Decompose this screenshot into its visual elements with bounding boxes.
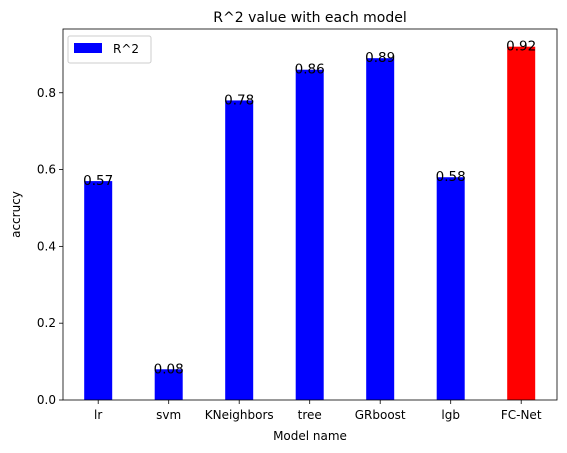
x-tick-label: KNeighbors xyxy=(205,408,274,422)
y-tick-label: 0.2 xyxy=(37,316,56,330)
data-label-fc-net: 0.92 xyxy=(506,39,536,55)
y-axis-label: accrucy xyxy=(9,191,23,238)
x-axis-label: Model name xyxy=(273,429,347,443)
y-tick-label: 0.0 xyxy=(37,393,56,407)
legend: R^2 xyxy=(67,35,152,64)
legend-label: R^2 xyxy=(113,42,139,56)
bar-kneighbors xyxy=(225,100,254,400)
bar-lr xyxy=(84,181,113,400)
legend-swatch xyxy=(74,43,102,53)
y-tick-label: 0.8 xyxy=(37,86,56,100)
y-axis-ticks: 0.0 0.2 0.4 0.6 0.8 xyxy=(37,86,63,407)
x-tick-label: tree xyxy=(298,408,322,422)
data-label-grboost: 0.89 xyxy=(365,50,395,66)
data-label-lr: 0.57 xyxy=(83,173,113,189)
data-label-svm: 0.08 xyxy=(154,361,184,377)
data-label-lgb: 0.58 xyxy=(436,169,466,185)
x-tick-label: lr xyxy=(94,408,102,422)
data-label-tree: 0.86 xyxy=(295,62,325,78)
bar-lgb xyxy=(436,177,465,400)
y-tick-label: 0.6 xyxy=(37,163,56,177)
bars-group xyxy=(84,46,536,401)
data-label-kneighbors: 0.78 xyxy=(224,92,254,108)
x-axis-ticks: lr svm KNeighbors tree GRboost lgb FC-Net xyxy=(94,400,542,422)
x-tick-label: FC-Net xyxy=(501,408,542,422)
bar-svm xyxy=(154,369,183,400)
bar-tree xyxy=(295,69,324,400)
y-tick-label: 0.4 xyxy=(37,239,56,253)
bar-grboost xyxy=(366,58,395,400)
x-tick-label: svm xyxy=(156,408,181,422)
x-tick-label: GRboost xyxy=(355,408,406,422)
x-tick-label: lgb xyxy=(441,408,460,422)
chart-title: R^2 value with each model xyxy=(213,10,406,26)
data-labels-group: 0.57 0.08 0.78 0.86 0.89 0.58 0.92 xyxy=(83,39,536,378)
legend-box xyxy=(67,35,152,64)
bar-fc-net xyxy=(507,46,536,401)
